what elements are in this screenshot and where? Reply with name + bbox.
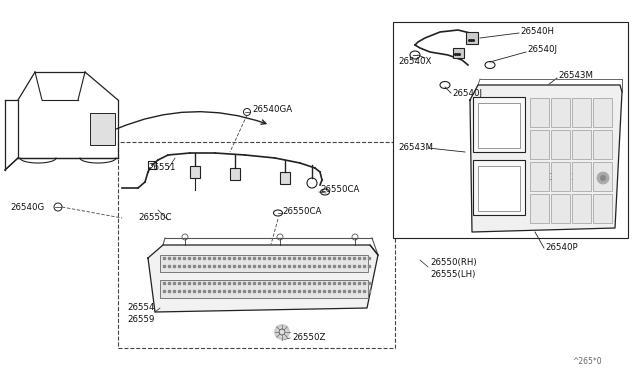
Bar [593,130,612,159]
Bar [551,162,570,191]
Bar [90,113,115,145]
Bar [118,142,395,348]
Bar [530,162,549,191]
Bar [280,172,290,184]
Text: 26550CA: 26550CA [282,206,321,215]
Bar [572,194,591,223]
Text: 26540J: 26540J [452,89,482,97]
Text: 26540X: 26540X [398,58,431,67]
Text: 300ZX: 300ZX [548,173,577,183]
Text: 26543M: 26543M [398,144,433,153]
Text: 26551: 26551 [148,164,175,173]
Text: ^265*0: ^265*0 [572,357,602,366]
Polygon shape [470,85,622,232]
Bar [453,48,464,58]
Text: 26554: 26554 [127,304,154,312]
Bar [572,98,591,127]
Text: 26550(RH): 26550(RH) [430,259,477,267]
Bar [593,98,612,127]
Bar [478,166,520,211]
Bar [478,103,520,148]
Text: 26540GA: 26540GA [252,106,292,115]
Circle shape [600,175,606,181]
Bar [230,168,240,180]
Bar [473,160,525,215]
Bar [530,130,549,159]
Bar [572,162,591,191]
Bar [393,22,628,238]
Bar [530,98,549,127]
Polygon shape [148,245,378,312]
Bar [551,130,570,159]
Bar [466,32,478,44]
Text: 26540G: 26540G [10,202,44,212]
Bar [160,280,368,298]
Text: 26559: 26559 [127,314,154,324]
Text: 26540H: 26540H [520,28,554,36]
Text: 26550CA: 26550CA [320,186,360,195]
Bar [572,130,591,159]
Text: 26555(LH): 26555(LH) [430,269,476,279]
Bar [473,97,525,152]
Text: 26540J: 26540J [527,45,557,55]
Bar [593,162,612,191]
Text: 26550Z: 26550Z [292,334,325,343]
Bar [593,194,612,223]
Bar [160,255,368,272]
Text: 26550C: 26550C [138,214,172,222]
Text: 26543M: 26543M [558,71,593,80]
Bar [551,98,570,127]
Text: 26540P: 26540P [545,244,578,253]
Circle shape [274,324,290,340]
Circle shape [597,172,609,184]
Circle shape [277,327,287,337]
Bar [190,166,200,178]
Bar [530,194,549,223]
Bar [551,194,570,223]
